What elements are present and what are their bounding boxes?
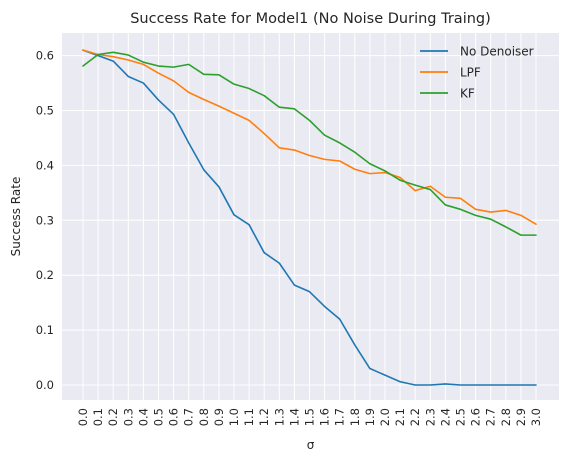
x-tick-label: 0.7: [182, 408, 196, 426]
grid: [62, 33, 559, 400]
x-tick-label: 1.0: [227, 408, 241, 426]
x-tick-label: 0.6: [167, 408, 181, 426]
x-tick-label: 2.4: [438, 408, 452, 426]
x-tick-label: 2.9: [514, 408, 528, 426]
x-tick-label: 2.2: [408, 408, 422, 426]
legend: No Denoiser LPF KF: [420, 45, 534, 101]
y-axis-label: Success Rate: [9, 177, 23, 257]
y-tick-labels: 0.0 0.1 0.2 0.3 0.4 0.5 0.6: [36, 49, 54, 392]
x-tick-label: 0.9: [212, 408, 226, 426]
x-tick-label: 1.3: [272, 408, 286, 426]
y-tick-label: 0.2: [36, 268, 54, 282]
y-tick-label: 0.0: [36, 378, 54, 392]
x-axis-label: σ: [307, 438, 315, 452]
y-tick-label: 0.3: [36, 213, 54, 227]
chart-title: Success Rate for Model1 (No Noise During…: [130, 11, 491, 27]
x-tick-label: 2.0: [378, 408, 392, 426]
y-tick-label: 0.6: [36, 49, 54, 63]
x-tick-label: 0.5: [152, 408, 166, 426]
legend-label: LPF: [460, 66, 481, 80]
x-tick-label: 1.4: [287, 408, 301, 426]
x-tick-label: 0.8: [197, 408, 211, 426]
x-tick-label: 1.7: [333, 408, 347, 426]
x-tick-label: 0.1: [91, 408, 105, 426]
plot-area: [62, 33, 559, 400]
x-tick-label: 0.3: [121, 408, 135, 426]
x-tick-label: 0.4: [136, 408, 150, 426]
x-tick-label: 2.1: [393, 408, 407, 426]
y-tick-label: 0.4: [36, 158, 54, 172]
x-tick-labels: 0.0 0.1 0.2 0.3 0.4 0.5 0.6 0.7 0.8 0.9 1.0 1.1 1.2 1…: [76, 408, 543, 426]
legend-label: No Denoiser: [460, 45, 534, 59]
x-tick-label: 0.2: [106, 408, 120, 426]
series-line-lpf: [82, 49, 537, 225]
series-line-no-denoiser: [82, 49, 537, 386]
x-tick-label: 3.0: [529, 408, 543, 426]
y-tick-label: 0.1: [36, 323, 54, 337]
x-tick-label: 1.9: [363, 408, 377, 426]
x-tick-label: 2.8: [499, 408, 513, 426]
legend-label: KF: [460, 87, 475, 101]
x-tick-label: 2.3: [423, 408, 437, 426]
series-line-kf: [82, 51, 537, 236]
series-lines: [82, 49, 537, 386]
x-tick-label: 1.2: [257, 408, 271, 426]
x-tick-label: 2.5: [454, 408, 468, 426]
x-tick-label: 1.6: [318, 408, 332, 426]
y-tick-label: 0.5: [36, 104, 54, 118]
x-tick-label: 1.5: [303, 408, 317, 426]
x-tick-label: 1.1: [242, 408, 256, 426]
x-tick-label: 0.0: [76, 408, 90, 426]
x-tick-label: 2.7: [484, 408, 498, 426]
x-tick-label: 2.6: [469, 408, 483, 426]
x-tick-label: 1.8: [348, 408, 362, 426]
